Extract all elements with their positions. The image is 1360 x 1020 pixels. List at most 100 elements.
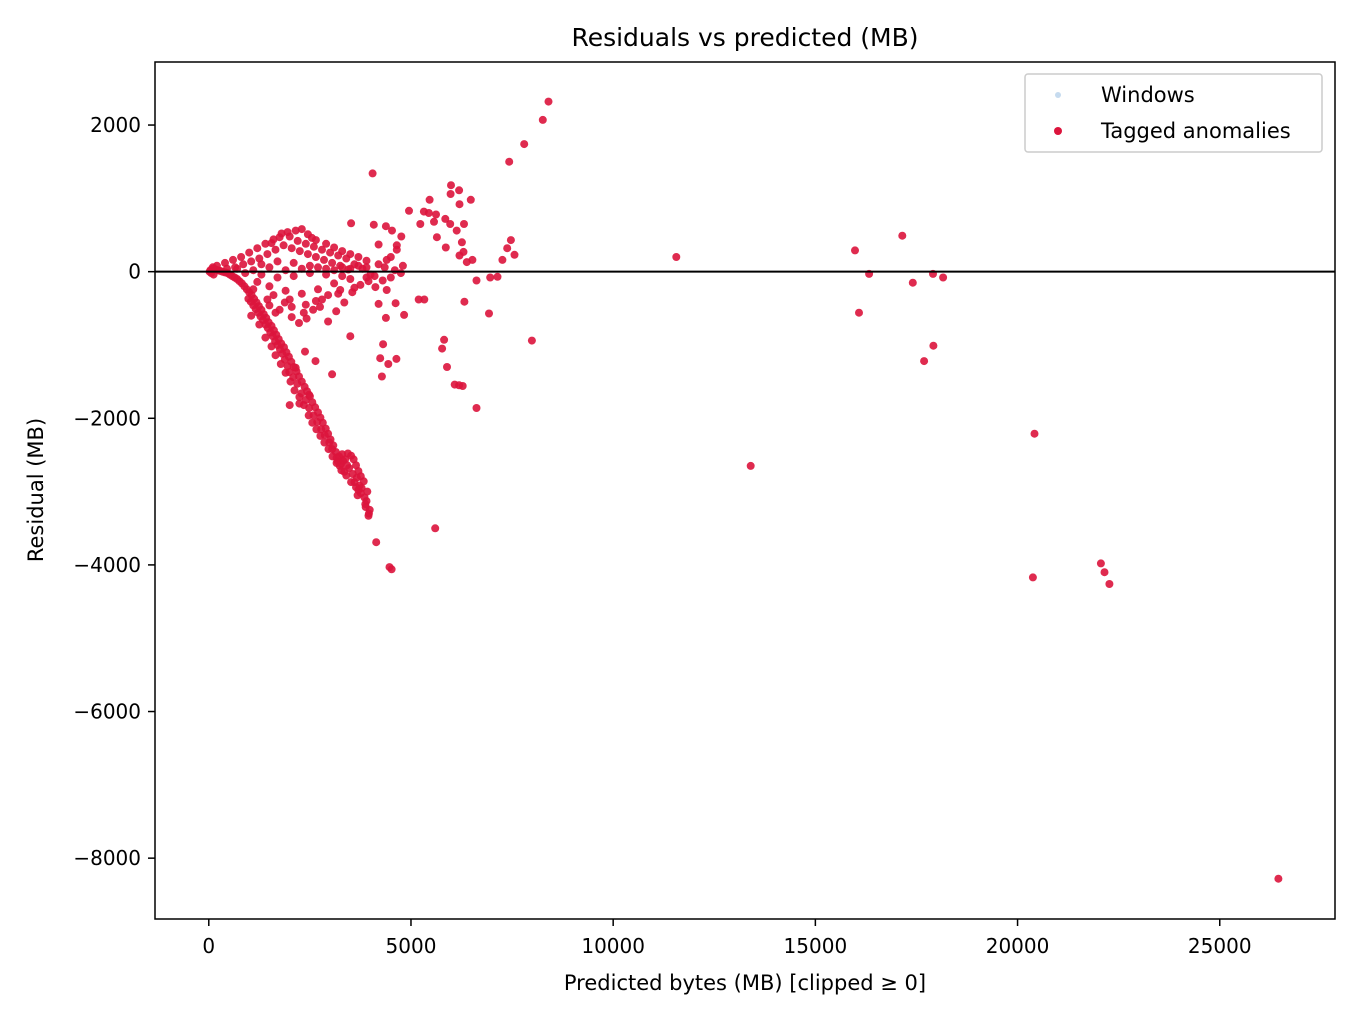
anomaly-point	[364, 509, 373, 518]
anomaly-point	[273, 273, 282, 282]
anomaly-point	[527, 336, 536, 345]
anomaly-point	[441, 214, 450, 223]
anomaly-point	[237, 253, 246, 261]
legend-label-windows: Windows	[1101, 83, 1195, 107]
anomaly-point	[746, 461, 755, 470]
anomaly-point	[420, 295, 429, 304]
anomaly-point	[432, 233, 441, 242]
anomaly-point	[386, 253, 395, 261]
x-tick-label: 10000	[581, 934, 645, 958]
x-tick-label: 15000	[784, 934, 848, 958]
anomaly-point	[374, 260, 383, 269]
anomaly-point	[245, 248, 254, 257]
anomaly-point	[249, 266, 258, 275]
anomaly-point	[320, 438, 329, 447]
anomaly-point	[362, 256, 371, 265]
anomaly-point	[271, 351, 280, 360]
anomaly-point	[336, 286, 345, 294]
anomaly-point	[352, 483, 360, 492]
anomaly-point	[385, 563, 394, 572]
y-tick-label: 2000	[90, 113, 141, 137]
anomaly-point	[318, 245, 326, 254]
y-tick-label: −6000	[73, 700, 141, 724]
anomaly-point	[424, 209, 433, 217]
anomaly-point	[486, 273, 495, 282]
anomaly-point	[267, 342, 276, 351]
points-layer	[205, 97, 1283, 883]
anomaly-point	[208, 263, 217, 272]
anomaly-point	[447, 181, 455, 190]
anomaly-point	[920, 357, 929, 366]
anomaly-point	[505, 157, 514, 166]
anomaly-point	[1100, 568, 1109, 577]
anomaly-point	[493, 272, 502, 281]
x-tick-label: 25000	[1188, 934, 1252, 958]
anomaly-point	[386, 273, 395, 282]
anomaly-point	[405, 206, 413, 215]
anomaly-point	[324, 317, 333, 326]
anomaly-point	[301, 347, 309, 356]
anomaly-point	[538, 115, 547, 124]
anomaly-point	[466, 195, 475, 204]
anomaly-point	[1096, 559, 1105, 568]
anomaly-point	[441, 243, 450, 252]
anomaly-point	[1105, 580, 1114, 588]
anomaly-point	[295, 247, 304, 256]
anomaly-point	[314, 285, 322, 294]
y-tick-label: −4000	[73, 553, 141, 577]
anomaly-point	[261, 239, 270, 248]
anomaly-point	[544, 97, 553, 106]
anomaly-point	[460, 220, 468, 228]
anomaly-point	[446, 220, 455, 228]
anomaly-point	[311, 357, 320, 366]
anomaly-point	[257, 260, 266, 269]
anomaly-point	[330, 243, 339, 252]
anomaly-point	[304, 411, 313, 420]
anomaly-point	[908, 278, 917, 287]
anomaly-point	[346, 275, 355, 283]
anomaly-point	[396, 269, 405, 278]
x-tick-label: 0	[202, 934, 215, 958]
anomaly-point	[392, 245, 401, 254]
anomaly-point	[332, 459, 341, 467]
anomaly-point	[291, 226, 300, 235]
x-tick-label: 20000	[986, 934, 1050, 958]
anomaly-point	[287, 302, 296, 311]
anomaly-point	[255, 320, 264, 329]
anomaly-point	[338, 272, 347, 281]
anomaly-point	[312, 425, 321, 434]
anomaly-point	[328, 452, 337, 461]
anomaly-point	[301, 300, 310, 309]
anomaly-point	[485, 309, 493, 318]
anomaly-point	[285, 295, 294, 304]
anomaly-point	[350, 283, 359, 292]
anomaly-point	[229, 255, 237, 264]
anomaly-point	[425, 195, 434, 204]
anomaly-point	[340, 298, 349, 307]
anomaly-point	[253, 277, 262, 286]
anomaly-point	[297, 289, 306, 298]
anomaly-point	[374, 240, 383, 249]
anomaly-point	[370, 272, 379, 281]
anomaly-point	[672, 253, 681, 261]
anomaly-point	[388, 226, 396, 235]
anomaly-point	[361, 503, 370, 511]
anomaly-point	[316, 431, 325, 440]
anomaly-point	[247, 257, 256, 266]
anomaly-point	[472, 276, 481, 285]
anomaly-point	[348, 470, 357, 478]
anomaly-point	[324, 445, 333, 454]
anomaly-point	[356, 280, 365, 289]
anomaly-point	[299, 308, 308, 317]
anomaly-point	[287, 244, 296, 253]
anomaly-point	[455, 381, 464, 390]
anomaly-point	[855, 308, 863, 317]
anomaly-point	[347, 478, 356, 487]
anomaly-point	[239, 260, 248, 269]
legend-marker-windows	[1055, 92, 1061, 98]
anomaly-point	[452, 226, 461, 235]
anomaly-point	[322, 239, 331, 248]
anomaly-point	[1028, 573, 1037, 582]
anomaly-point	[416, 220, 425, 228]
